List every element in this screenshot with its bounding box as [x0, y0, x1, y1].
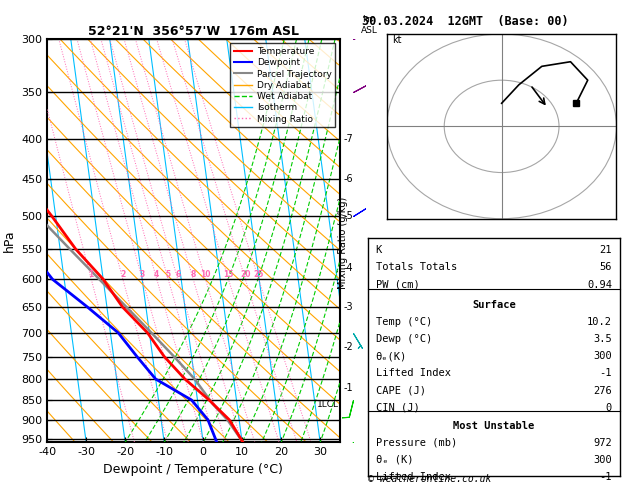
Text: kt: kt — [392, 35, 402, 45]
Text: 5: 5 — [165, 270, 170, 279]
Text: CAPE (J): CAPE (J) — [376, 385, 425, 396]
Text: 972: 972 — [593, 438, 612, 448]
Text: 3: 3 — [140, 270, 145, 279]
Text: 300: 300 — [593, 351, 612, 361]
Text: 4: 4 — [154, 270, 159, 279]
Text: -1: -1 — [344, 382, 353, 393]
Text: 30.03.2024  12GMT  (Base: 00): 30.03.2024 12GMT (Base: 00) — [362, 16, 568, 28]
Text: 10: 10 — [200, 270, 211, 279]
Text: Most Unstable: Most Unstable — [453, 420, 535, 431]
Y-axis label: hPa: hPa — [3, 229, 16, 252]
Text: Surface: Surface — [472, 300, 516, 310]
Text: 0: 0 — [606, 403, 612, 413]
Text: -1: -1 — [599, 368, 612, 379]
Text: θₑ (K): θₑ (K) — [376, 455, 413, 465]
Text: 300: 300 — [593, 455, 612, 465]
Text: 21: 21 — [599, 245, 612, 255]
Text: Lifted Index: Lifted Index — [376, 472, 450, 482]
Text: 25: 25 — [253, 270, 264, 279]
Text: Lifted Index: Lifted Index — [376, 368, 450, 379]
Text: 1LCL: 1LCL — [317, 399, 339, 409]
Text: 20: 20 — [240, 270, 250, 279]
Text: PW (cm): PW (cm) — [376, 279, 420, 290]
Text: Totals Totals: Totals Totals — [376, 262, 457, 273]
Text: -5: -5 — [344, 211, 353, 221]
Text: 6: 6 — [175, 270, 181, 279]
Text: 3.5: 3.5 — [593, 334, 612, 344]
Text: Mixing Ratio (g/kg): Mixing Ratio (g/kg) — [338, 197, 348, 289]
Legend: Temperature, Dewpoint, Parcel Trajectory, Dry Adiabat, Wet Adiabat, Isotherm, Mi: Temperature, Dewpoint, Parcel Trajectory… — [230, 43, 335, 127]
Text: -7: -7 — [344, 134, 353, 144]
Text: CIN (J): CIN (J) — [376, 403, 420, 413]
Title: 52°21'N  356°57'W  176m ASL: 52°21'N 356°57'W 176m ASL — [88, 25, 299, 38]
Text: km
ASL: km ASL — [360, 16, 377, 35]
Text: -6: -6 — [344, 174, 353, 185]
Text: -3: -3 — [344, 302, 353, 312]
Text: -4: -4 — [344, 262, 353, 273]
Text: 1: 1 — [89, 270, 94, 279]
Text: 10.2: 10.2 — [587, 317, 612, 327]
Text: 15: 15 — [223, 270, 233, 279]
Text: 0.94: 0.94 — [587, 279, 612, 290]
Text: 276: 276 — [593, 385, 612, 396]
Text: -1: -1 — [599, 472, 612, 482]
Text: K: K — [376, 245, 382, 255]
Text: -2: -2 — [344, 342, 353, 352]
Text: © weatheronline.co.uk: © weatheronline.co.uk — [368, 473, 491, 484]
Text: Temp (°C): Temp (°C) — [376, 317, 431, 327]
Text: θₑ(K): θₑ(K) — [376, 351, 407, 361]
Text: 2: 2 — [120, 270, 125, 279]
Text: Dewp (°C): Dewp (°C) — [376, 334, 431, 344]
Text: 8: 8 — [191, 270, 196, 279]
Text: Pressure (mb): Pressure (mb) — [376, 438, 457, 448]
X-axis label: Dewpoint / Temperature (°C): Dewpoint / Temperature (°C) — [104, 463, 283, 476]
Text: 56: 56 — [599, 262, 612, 273]
